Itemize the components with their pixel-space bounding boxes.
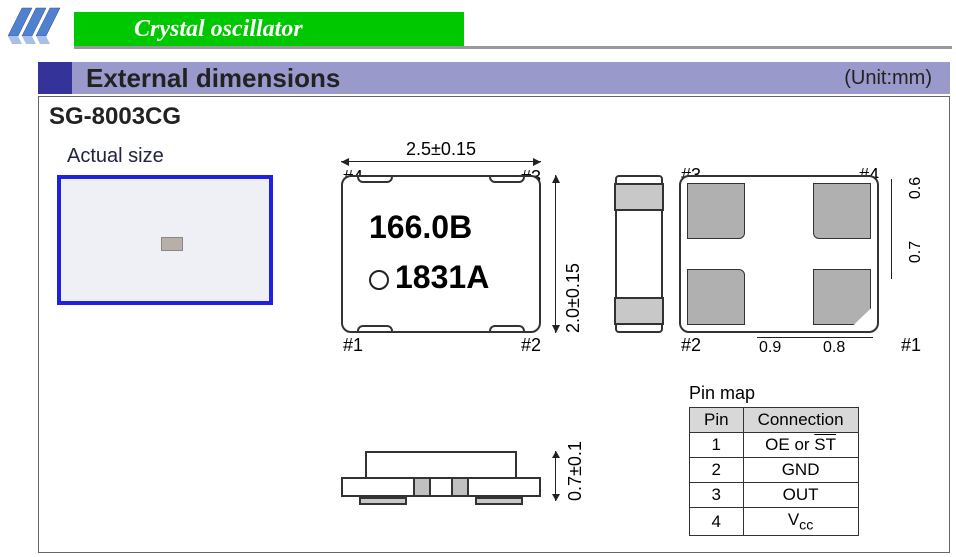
profile-view-drawing: 0.7±0.1 <box>311 427 601 527</box>
pad-2-top <box>489 325 525 333</box>
profile-slot-2 <box>451 477 469 497</box>
header-rule <box>74 46 952 49</box>
section-tab <box>38 62 72 94</box>
profile-slot-1 <box>413 477 431 497</box>
pin-label-1-bot: #1 <box>901 335 921 356</box>
pinmap-header-row: Pin Connection <box>690 408 859 433</box>
pinmap-cell: OE or ST <box>743 433 858 458</box>
pad-3-top <box>489 175 525 183</box>
pinmap-row: 1 OE or ST <box>690 433 859 458</box>
package-body-side <box>615 175 663 333</box>
st-overline: ST <box>814 435 836 454</box>
side-view-drawing <box>609 139 669 339</box>
marking-line1: 166.0B <box>369 209 472 246</box>
pinmap-cell: 2 <box>690 458 744 483</box>
pinmap-cell: Vcc <box>743 508 858 536</box>
package-body-top: 166.0B 1831A <box>341 175 541 333</box>
marking-line2-text: 1831A <box>395 259 489 295</box>
section-bar: External dimensions (Unit:mm) <box>38 62 950 94</box>
pin-label-1: #1 <box>343 335 363 356</box>
pad-1-bot <box>813 269 871 325</box>
pad-3-bot <box>687 183 745 239</box>
dim-height: 2.0±0.15 <box>549 175 577 333</box>
dim-width-arrow <box>341 161 541 162</box>
pad-2-bot <box>687 269 745 325</box>
profile-foot-right <box>475 497 523 505</box>
pinmap-header-pin: Pin <box>690 408 744 433</box>
actual-size-box <box>57 175 273 305</box>
dim-b2-line <box>815 337 873 338</box>
part-number: SG-8003CG <box>49 103 939 131</box>
pinmap-cell: 3 <box>690 483 744 508</box>
dim-b1-line <box>757 337 815 338</box>
dim-pad-vgap: 0.7 <box>907 241 925 263</box>
bottom-view-drawing: #3 #4 #2 #1 0.9 0.8 0.6 0.7 <box>679 139 939 369</box>
dim-width: 2.5±0.15 <box>341 139 541 167</box>
section-title: External dimensions <box>86 63 844 94</box>
pinmap-row: 2 GND <box>690 458 859 483</box>
content-frame: SG-8003CG Actual size 2.5±0.15 #4 #3 #1 … <box>38 96 950 553</box>
marking-line2: 1831A <box>369 259 489 296</box>
pinmap-cell: 4 <box>690 508 744 536</box>
pinmap-header-conn: Connection <box>743 408 858 433</box>
dim-r2-line <box>891 231 892 279</box>
pinmap-table: Pin Connection 1 OE or ST 2 GND 3 OUT 4 … <box>689 407 859 536</box>
pad-4-top <box>357 175 393 183</box>
dim-r1-line <box>891 179 892 231</box>
dim-pad-width: 0.8 <box>823 339 845 357</box>
pinmap-row: 3 OUT <box>690 483 859 508</box>
pinmap-cell: GND <box>743 458 858 483</box>
section-unit: (Unit:mm) <box>844 67 950 90</box>
side-pad-top <box>614 183 664 211</box>
pad-1-top <box>357 325 393 333</box>
pin-label-2-bot: #2 <box>681 335 701 356</box>
pinmap-row: 4 Vcc <box>690 508 859 536</box>
package-body-profile <box>341 451 541 501</box>
dim-thickness: 0.7±0.1 <box>551 427 581 501</box>
pinmap-label: Pin map <box>689 383 755 404</box>
pad-4-bot <box>813 183 871 239</box>
dim-thickness-text: 0.7±0.1 <box>565 441 586 501</box>
top-view-drawing: 2.5±0.15 #4 #3 #1 #2 166.0B 1831A 2.0±0.… <box>311 139 601 369</box>
profile-foot-left <box>359 497 407 505</box>
package-body-bottom <box>679 175 879 333</box>
profile-base <box>341 477 541 497</box>
actual-size-label: Actual size <box>67 145 164 168</box>
pinmap-cell: 1 <box>690 433 744 458</box>
pinmap-cell: OUT <box>743 483 858 508</box>
pin1-dot-icon <box>369 270 389 290</box>
logo-icon <box>2 2 74 50</box>
pin-label-2: #2 <box>521 335 541 356</box>
dim-height-text: 2.0±0.15 <box>563 263 584 333</box>
dim-pad-height: 0.6 <box>907 177 925 199</box>
dim-thickness-arrow <box>555 451 556 501</box>
side-pad-bottom <box>614 297 664 325</box>
category-banner: Crystal oscillator <box>74 12 464 46</box>
dim-pad-gap: 0.9 <box>759 339 781 357</box>
actual-chip-icon <box>161 237 183 251</box>
profile-lid <box>365 451 517 477</box>
dim-height-arrow <box>555 175 556 333</box>
